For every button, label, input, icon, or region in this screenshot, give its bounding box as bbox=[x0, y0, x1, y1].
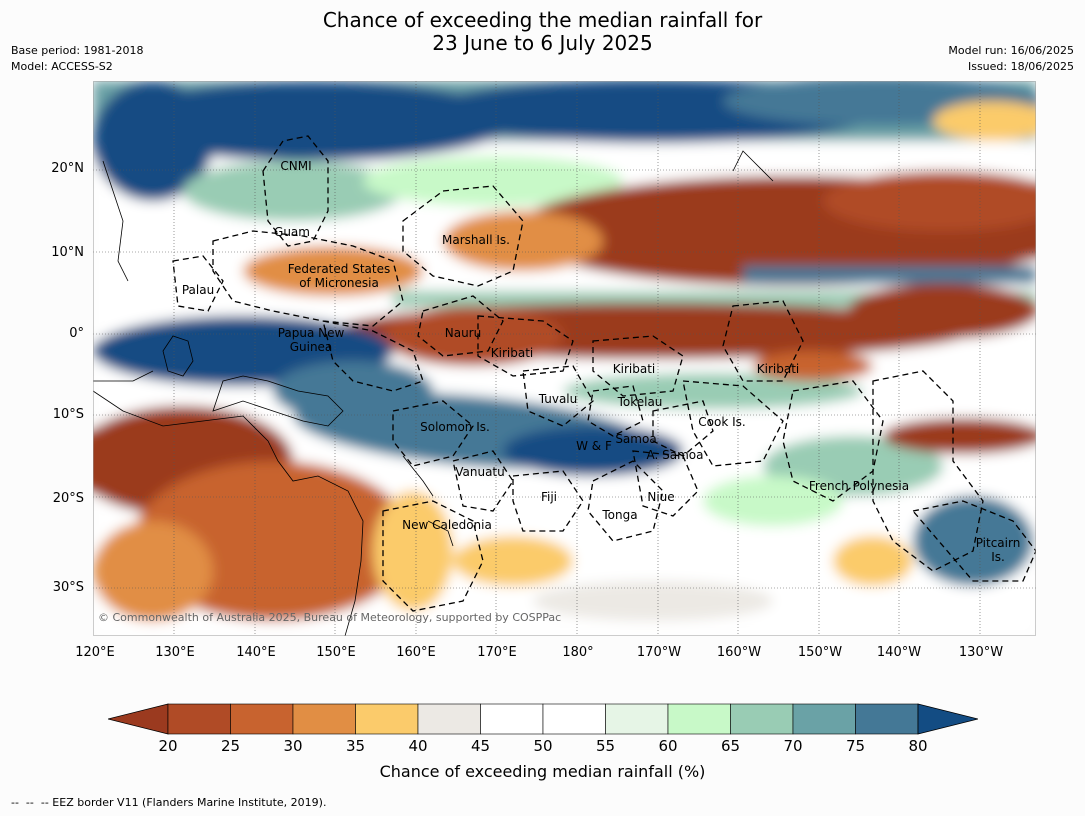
label-pitcairn-line2: Is. bbox=[991, 550, 1005, 564]
label-marshall-is: Marshall Is. bbox=[442, 233, 510, 247]
label-png-line1: Papua New bbox=[278, 326, 345, 340]
colorbar-tick-label: 75 bbox=[845, 737, 866, 755]
model-run: Model run: 16/06/2025 bbox=[948, 44, 1074, 57]
lat-tick: 20°N bbox=[51, 161, 84, 176]
label-cook-is: Cook Is. bbox=[698, 415, 745, 429]
colorbar-extension-low bbox=[108, 703, 169, 735]
lat-tick: 10°S bbox=[52, 407, 84, 422]
lat-tick: 10°N bbox=[51, 245, 84, 260]
colorbar-tick-label: 45 bbox=[470, 737, 491, 755]
lon-tick: 130°E bbox=[155, 645, 195, 660]
colorbar-tick-label: 60 bbox=[658, 737, 678, 755]
colorbar-segment bbox=[230, 703, 294, 735]
colorbar-segment bbox=[855, 703, 919, 735]
label-fsm-line1: Federated States bbox=[288, 262, 390, 276]
colorbar-segment bbox=[355, 703, 419, 735]
map-title-line1: Chance of exceeding the median rainfall … bbox=[322, 8, 763, 32]
colorbar-segment bbox=[417, 703, 481, 735]
rainfall-field bbox=[93, 81, 1036, 636]
colorbar-segment bbox=[167, 703, 231, 735]
colorbar-tick-label: 30 bbox=[283, 737, 303, 755]
label-palau: Palau bbox=[182, 283, 214, 297]
label-guam: Guam bbox=[274, 225, 310, 239]
colorbar-segment bbox=[292, 703, 356, 735]
colorbar-segment bbox=[667, 703, 731, 735]
colorbar-tick-label: 35 bbox=[345, 737, 366, 755]
label-wallis-futuna: W & F bbox=[576, 439, 612, 453]
lon-tick: 140°E bbox=[236, 645, 276, 660]
rainfall-map: © Commonwealth of Australia 2025, Bureau… bbox=[93, 81, 1036, 636]
label-tuvalu: Tuvalu bbox=[538, 392, 578, 406]
colorbar-segment bbox=[480, 703, 544, 735]
label-kiribati-west: Kiribati bbox=[491, 346, 533, 360]
label-nauru: Nauru bbox=[445, 326, 481, 340]
label-fsm-line2: of Micronesia bbox=[299, 276, 379, 290]
lat-tick: 20°S bbox=[52, 491, 84, 506]
label-pitcairn-line1: Pitcairn bbox=[976, 536, 1021, 550]
label-kiribati-central: Kiribati bbox=[613, 362, 655, 376]
colorbar-tick-label: 20 bbox=[158, 737, 178, 755]
label-american-samoa: A. Samoa bbox=[647, 448, 704, 462]
label-niue: Niue bbox=[647, 490, 674, 504]
base-period: Base period: 1981-2018 bbox=[11, 44, 144, 57]
colorbar-segment bbox=[792, 703, 856, 735]
colorbar-tick-label: 70 bbox=[783, 737, 803, 755]
colorbar-extension-high bbox=[917, 703, 978, 735]
colorbar bbox=[108, 703, 978, 735]
map-title-line2: 23 June to 6 July 2025 bbox=[432, 31, 653, 55]
label-cnmi: CNMI bbox=[280, 159, 311, 173]
colorbar-tick-label: 25 bbox=[220, 737, 241, 755]
graticule bbox=[93, 81, 1036, 636]
colorbar-tick-label: 55 bbox=[595, 737, 616, 755]
label-french-polynesia: French Polynesia bbox=[809, 479, 909, 493]
colorbar-segment bbox=[730, 703, 794, 735]
issued-date: Issued: 18/06/2025 bbox=[967, 60, 1074, 73]
region-labels: CNMI Guam Marshall Is. Federated States … bbox=[182, 159, 1020, 564]
colorbar-tick-label: 65 bbox=[720, 737, 741, 755]
label-solomon-is: Solomon Is. bbox=[420, 420, 490, 434]
colorbar-segment bbox=[605, 703, 669, 735]
eez-borders bbox=[172, 135, 1036, 612]
coastlines bbox=[93, 150, 774, 636]
lon-tick: 140°W bbox=[876, 645, 922, 660]
label-fiji: Fiji bbox=[541, 490, 557, 504]
lat-tick: 30°S bbox=[52, 580, 84, 595]
label-tonga: Tonga bbox=[601, 508, 637, 522]
colorbar-title: Chance of exceeding median rainfall (%) bbox=[379, 762, 706, 781]
label-tokelau: Tokelau bbox=[617, 395, 663, 409]
lon-tick: 150°W bbox=[797, 645, 843, 660]
label-vanuatu: Vanuatu bbox=[455, 465, 505, 479]
lon-tick: 150°E bbox=[316, 645, 356, 660]
lon-tick: 180° bbox=[562, 645, 594, 660]
copyright-notice: © Commonwealth of Australia 2025, Bureau… bbox=[98, 611, 561, 624]
lon-tick: 160°E bbox=[396, 645, 436, 660]
label-samoa: Samoa bbox=[615, 432, 656, 446]
lon-tick: 120°E bbox=[75, 645, 115, 660]
eez-footnote: -- -- -- EEZ border V11 (Flanders Marine… bbox=[11, 796, 327, 809]
lon-tick: 170°W bbox=[636, 645, 682, 660]
label-kiribati-east: Kiribati bbox=[757, 362, 799, 376]
lon-tick: 170°E bbox=[477, 645, 517, 660]
lon-tick: 160°W bbox=[716, 645, 762, 660]
colorbar-tick-label: 50 bbox=[533, 737, 553, 755]
label-new-caledonia: New Caledonia bbox=[402, 518, 492, 532]
lat-tick: 0° bbox=[69, 326, 84, 341]
model-name: Model: ACCESS-S2 bbox=[11, 60, 113, 73]
colorbar-tick-label: 40 bbox=[408, 737, 428, 755]
lon-tick: 130°W bbox=[958, 645, 1004, 660]
colorbar-segment bbox=[542, 703, 606, 735]
colorbar-tick-label: 80 bbox=[908, 737, 928, 755]
label-png-line2: Guinea bbox=[290, 340, 333, 354]
